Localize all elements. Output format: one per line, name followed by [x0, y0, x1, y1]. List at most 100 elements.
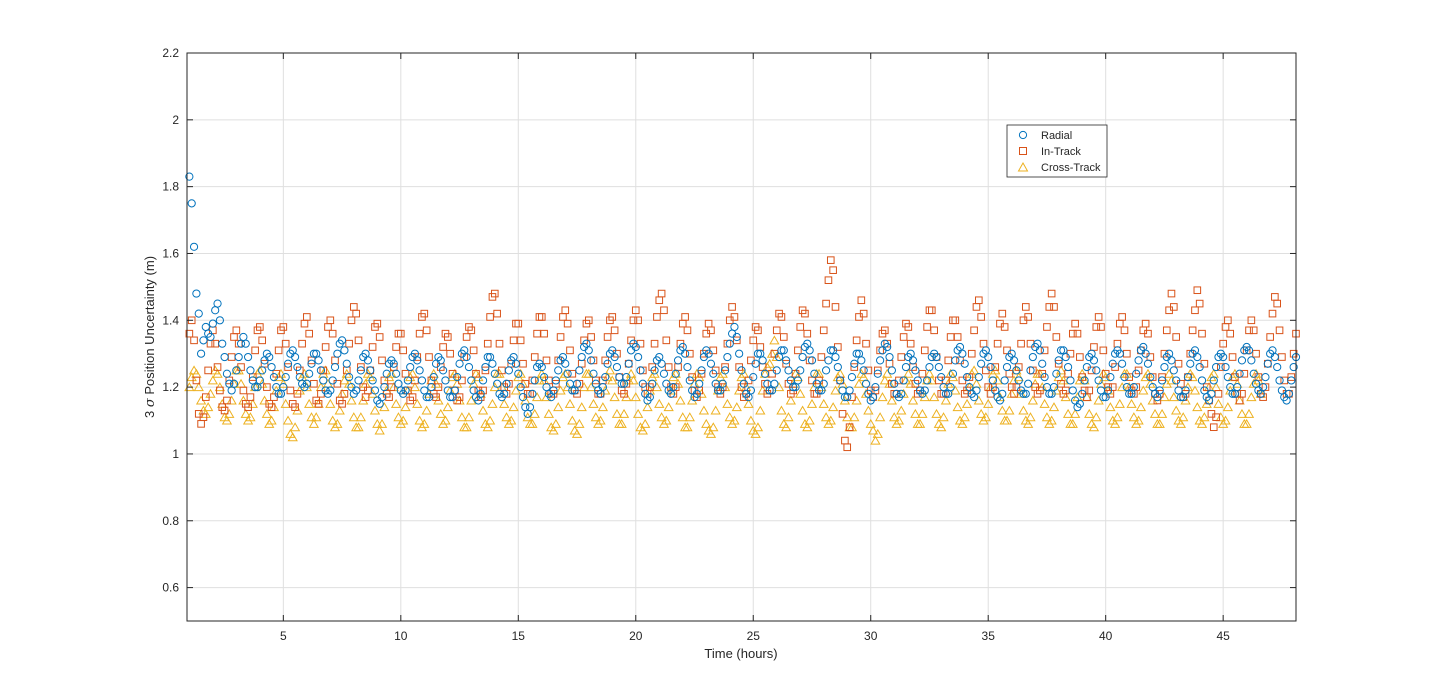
- point-cross-track: [997, 405, 1008, 415]
- point-in-track: [817, 353, 826, 361]
- point-radial: [206, 332, 215, 342]
- point-cross-track: [637, 425, 648, 435]
- point-cross-track: [682, 422, 693, 432]
- point-cross-track: [1051, 385, 1062, 395]
- point-radial: [796, 366, 805, 375]
- point-radial: [1052, 369, 1061, 378]
- point-cross-track: [731, 402, 742, 412]
- point-cross-track: [332, 418, 343, 428]
- point-in-track: [1043, 323, 1051, 331]
- point-radial: [883, 342, 892, 352]
- point-in-track: [584, 316, 593, 325]
- point-cross-track: [287, 432, 298, 442]
- point-radial: [577, 352, 586, 362]
- point-cross-track: [867, 425, 879, 435]
- point-radial: [730, 322, 739, 332]
- point-radial: [951, 356, 960, 365]
- point-in-track: [794, 346, 802, 355]
- point-radial: [246, 366, 255, 375]
- point-radial: [948, 369, 958, 378]
- point-in-track: [378, 356, 386, 365]
- point-in-track: [1226, 329, 1235, 338]
- point-in-track: [826, 256, 835, 264]
- point-radial: [901, 362, 911, 372]
- point-radial: [1115, 349, 1124, 358]
- point-radial: [476, 389, 485, 398]
- point-cross-track: [289, 422, 301, 432]
- point-cross-track: [1084, 408, 1095, 418]
- point-in-track: [568, 369, 577, 378]
- point-radial: [1026, 366, 1035, 375]
- point-in-track: [556, 333, 565, 341]
- point-cross-track: [952, 402, 963, 412]
- point-cross-track: [931, 408, 942, 418]
- point-in-track: [357, 363, 365, 371]
- point-radial: [377, 393, 387, 402]
- point-radial: [380, 383, 389, 392]
- point-radial: [366, 366, 375, 375]
- point-in-track: [657, 289, 666, 298]
- point-in-track: [493, 309, 501, 318]
- point-radial: [352, 386, 361, 395]
- point-cross-track: [870, 435, 881, 445]
- point-cross-track: [825, 415, 836, 425]
- point-in-track: [660, 306, 668, 315]
- point-cross-track: [975, 408, 987, 418]
- point-radial: [831, 352, 840, 362]
- point-cross-track: [207, 375, 219, 385]
- point-radial: [1259, 383, 1268, 392]
- point-radial: [185, 172, 194, 181]
- point-cross-track: [1055, 365, 1067, 375]
- point-radial: [1075, 399, 1084, 408]
- point-radial: [612, 362, 622, 372]
- point-radial: [187, 199, 196, 208]
- legend-marker-cross-track: [1017, 161, 1029, 172]
- point-cross-track: [968, 365, 980, 375]
- point-in-track: [373, 319, 382, 328]
- point-radial: [709, 369, 718, 378]
- point-cross-track: [919, 392, 930, 402]
- point-in-track: [354, 336, 363, 345]
- point-radial: [657, 359, 666, 368]
- point-radial: [887, 366, 896, 375]
- point-radial: [692, 389, 701, 398]
- point-radial: [455, 359, 464, 368]
- point-radial: [415, 366, 424, 375]
- point-cross-track: [983, 398, 994, 408]
- point-radial: [309, 349, 318, 358]
- point-radial: [490, 369, 499, 378]
- point-radial: [436, 356, 445, 365]
- point-radial: [241, 339, 250, 348]
- point-radial: [199, 336, 208, 345]
- point-radial: [1063, 362, 1073, 372]
- point-radial: [587, 356, 596, 365]
- point-cross-track: [1109, 418, 1121, 428]
- point-radial: [1284, 389, 1294, 398]
- point-in-track: [552, 379, 560, 388]
- point-radial: [218, 339, 227, 348]
- point-cross-track: [926, 375, 937, 385]
- point-cross-track: [729, 415, 740, 425]
- point-radial: [215, 316, 224, 325]
- legend-label-in-track: In-Track: [1041, 146, 1081, 158]
- point-radial: [669, 383, 678, 392]
- point-in-track: [321, 343, 330, 351]
- point-cross-track: [708, 422, 719, 432]
- point-radial: [1275, 376, 1284, 385]
- point-radial: [1212, 362, 1221, 372]
- point-radial: [876, 356, 885, 365]
- point-cross-track: [346, 395, 357, 405]
- point-in-track: [444, 333, 452, 341]
- point-in-track: [831, 303, 840, 311]
- point-radial: [1237, 356, 1247, 365]
- point-in-track: [425, 353, 433, 361]
- point-in-track: [730, 313, 739, 321]
- point-cross-track: [564, 398, 576, 408]
- point-radial: [1066, 376, 1075, 385]
- point-radial: [718, 379, 727, 388]
- point-cross-track: [642, 402, 653, 412]
- point-radial: [1049, 383, 1059, 392]
- point-radial: [330, 362, 340, 372]
- point-cross-track: [482, 422, 493, 432]
- point-radial: [1247, 356, 1256, 365]
